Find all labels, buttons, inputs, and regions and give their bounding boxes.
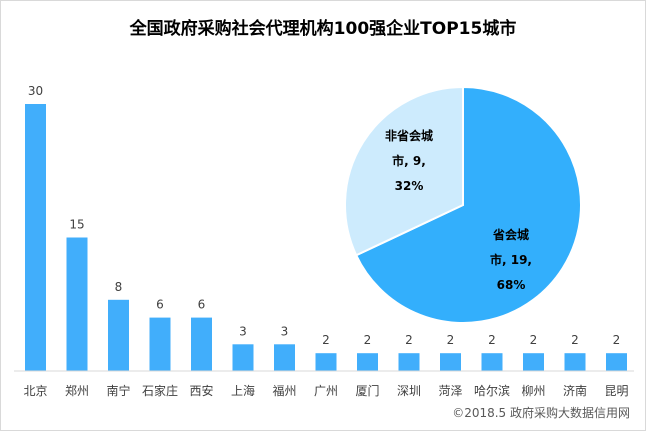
bar-value-label: 15 (69, 218, 84, 232)
source-note: ©2018.5 政府采购大数据信用网 (452, 406, 630, 420)
bar-value-label: 6 (198, 298, 206, 312)
pie-slice-label: 非省会城 (385, 128, 433, 143)
bar-value-label: 8 (115, 280, 123, 294)
bar-12 (481, 353, 503, 371)
category-label: 菏泽 (438, 384, 462, 398)
category-label: 哈尔滨 (474, 383, 510, 398)
category-label: 石家庄 (142, 383, 178, 398)
category-label: 郑州 (65, 383, 89, 398)
category-label: 昆明 (604, 384, 628, 398)
category-label: 广州 (314, 384, 338, 398)
pie-slice-2 (344, 85, 464, 257)
bar-value-label: 2 (405, 333, 413, 347)
category-label: 济南 (563, 383, 587, 398)
bar-13 (523, 353, 544, 371)
category-label: 厦门 (355, 383, 379, 398)
category-label: 西安 (189, 383, 213, 398)
chart-title: 全国政府采购社会代理机构100强企业TOP15城市 (129, 19, 517, 39)
category-label: 南宁 (106, 383, 130, 398)
bar-3 (108, 299, 129, 371)
bar-value-label: 2 (571, 333, 579, 347)
bar-value-label: 2 (613, 333, 621, 347)
bar-value-label: 2 (530, 333, 538, 347)
pie-slice-label: 68% (497, 278, 526, 292)
bar-value-label: 3 (281, 324, 289, 338)
pie-slice-label: 市, 19, (490, 252, 532, 267)
pie-slice-1 (354, 85, 582, 324)
bar-9 (357, 353, 378, 371)
bar-10 (398, 353, 420, 371)
bar-14 (564, 353, 586, 371)
category-label: 福州 (272, 383, 296, 398)
bar-value-labels: 30 15 8 6 6 3 3 2 2 2 2 2 2 2 2 (28, 84, 620, 347)
bar-6 (232, 344, 254, 371)
bar-15 (606, 353, 627, 371)
bar-value-label: 6 (156, 298, 164, 312)
bar-value-label: 30 (28, 84, 43, 98)
bar-series (25, 104, 627, 371)
category-label: 深圳 (397, 384, 421, 398)
category-labels: 北京 郑州 南宁 石家庄 西安 上海 福州 广州 厦门 深圳 菏泽 哈尔滨 柳州 济南 昆明 (23, 383, 628, 398)
pie-slice-label: 32% (395, 179, 424, 193)
bar-value-label: 2 (322, 333, 330, 347)
bar-value-label: 2 (364, 333, 372, 347)
category-label: 北京 (23, 384, 47, 398)
bar-4 (149, 317, 171, 371)
category-label: 上海 (231, 383, 255, 398)
category-label: 柳州 (521, 384, 545, 398)
bar-7 (274, 344, 295, 371)
pie-slice-label: 省会城 (492, 227, 529, 242)
bar-1 (25, 104, 46, 371)
bar-5 (191, 317, 212, 371)
bar-value-label: 3 (239, 324, 247, 338)
bar-8 (315, 353, 337, 371)
pie-slice-label: 市, 9, (392, 153, 426, 168)
bar-value-label: 2 (488, 333, 496, 347)
bar-value-label: 2 (447, 333, 455, 347)
bar-2 (66, 237, 88, 371)
bar-11 (440, 353, 461, 371)
